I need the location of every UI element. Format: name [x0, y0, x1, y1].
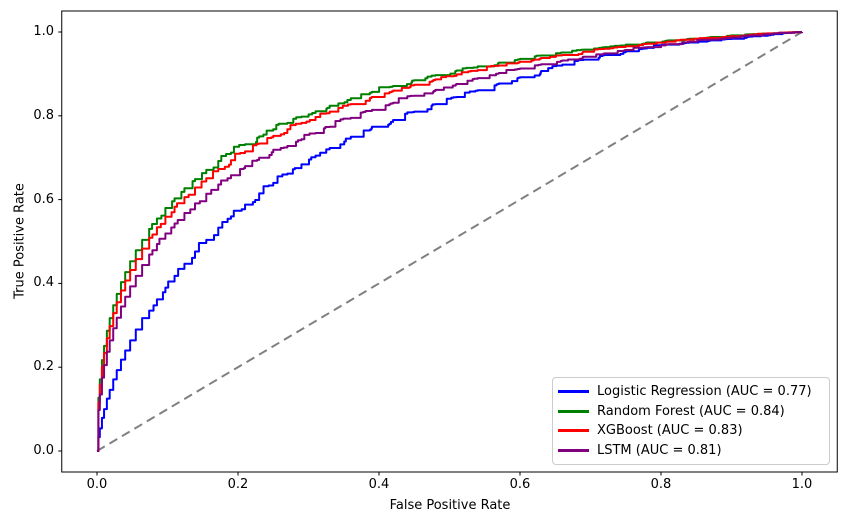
x-tick-label: 0.4	[368, 477, 390, 492]
legend-entry-label: Random Forest (AUC = 0.84)	[597, 403, 785, 419]
legend-entry: Logistic Regression (AUC = 0.77)	[558, 382, 829, 402]
y-tick-label: 0.8	[33, 108, 54, 123]
x-tick-label: 0.8	[650, 477, 672, 492]
legend: Logistic Regression (AUC = 0.77) Random …	[552, 377, 830, 465]
x-tick-label: 1.0	[791, 477, 813, 492]
legend-entry: XGBoost (AUC = 0.83)	[558, 421, 829, 441]
chance-diagonal-line	[96, 31, 803, 452]
x-axis-label: False Positive Rate	[389, 498, 511, 513]
y-tick-label: 0.4	[33, 275, 54, 290]
legend-line-sample	[558, 429, 589, 433]
x-tick-label: 0.6	[509, 477, 531, 492]
legend-line-sample	[558, 390, 589, 394]
y-axis-label: True Positive Rate	[12, 183, 28, 299]
y-tick-label: 1.0	[33, 24, 54, 39]
y-tick-label: 0.0	[33, 443, 54, 458]
legend-line-sample	[558, 448, 589, 452]
legend-entry-label: LSTM (AUC = 0.81)	[597, 442, 722, 458]
legend-entry-label: XGBoost (AUC = 0.83)	[597, 423, 743, 439]
legend-entry: Random Forest (AUC = 0.84)	[558, 402, 829, 422]
legend-entry: LSTM (AUC = 0.81)	[558, 441, 829, 461]
y-tick-label: 0.2	[33, 359, 54, 374]
legend-line-sample	[558, 409, 589, 413]
roc-curve-lstm	[97, 31, 803, 452]
plot-border	[61, 10, 838, 473]
x-tick-label: 0.0	[86, 477, 108, 492]
y-tick-label: 0.6	[33, 192, 54, 207]
legend-entry-label: Logistic Regression (AUC = 0.77)	[597, 384, 812, 400]
x-tick-label: 0.2	[227, 477, 249, 492]
roc-curve-xgboost	[97, 31, 803, 452]
